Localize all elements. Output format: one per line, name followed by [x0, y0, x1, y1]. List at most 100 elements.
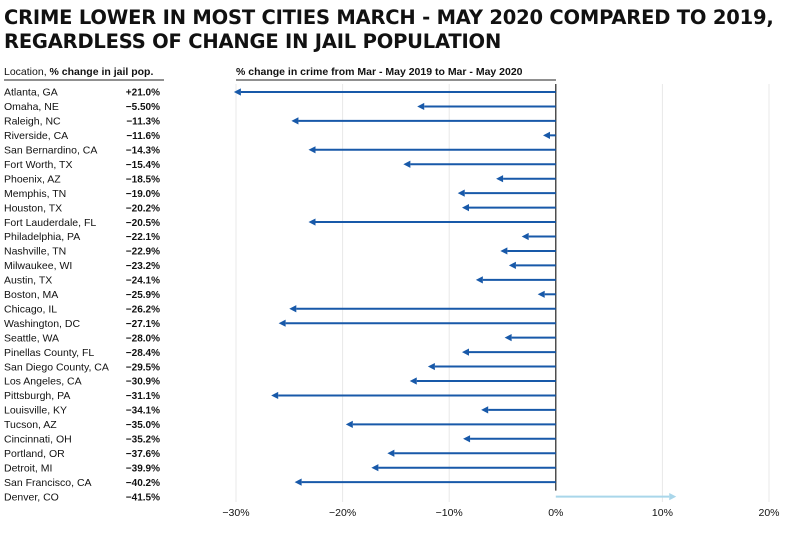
crime-arrow-head — [387, 449, 395, 457]
data-row: Houston, TX −20.2% — [4, 202, 556, 214]
gridlines — [235, 84, 770, 502]
row-location: Boston, MA — [4, 289, 58, 301]
crime-arrow-head — [521, 232, 529, 241]
table-header: Location, % change in jail pop. — [4, 66, 164, 81]
data-row: Chicago, IL −26.2% — [4, 303, 556, 315]
row-jail-change: −22.9% — [126, 247, 160, 258]
row-jail-change: −40.2% — [126, 478, 160, 489]
crime-arrow-head — [508, 261, 516, 269]
row-jail-change: −35.0% — [126, 420, 160, 431]
row-location: Chicago, IL — [4, 303, 57, 315]
crime-arrow-head — [233, 88, 241, 96]
row-location: Houston, TX — [4, 202, 62, 214]
crime-arrow-head — [371, 464, 379, 472]
crime-arrow-head — [475, 276, 483, 284]
data-row: Fort Worth, TX −15.4% — [4, 159, 556, 171]
row-location: Nashville, TN — [4, 246, 66, 258]
data-row: Cincinnati, OH −35.2% — [4, 434, 556, 446]
data-row: Milwaukee, WI −23.2% — [4, 260, 556, 272]
row-jail-change: −11.6% — [126, 131, 160, 142]
x-axis-label: % change in crime from Mar - May 2019 to… — [236, 66, 523, 78]
row-location: San Francisco, CA — [4, 477, 92, 489]
row-location: San Bernardino, CA — [4, 145, 97, 157]
row-jail-change: −31.1% — [126, 391, 160, 402]
row-jail-change: −22.1% — [126, 232, 160, 243]
row-jail-change: −41.5% — [126, 492, 160, 503]
crime-arrow-head — [481, 406, 489, 414]
crime-arrow-head — [403, 160, 411, 168]
row-location: Memphis, TN — [4, 188, 66, 200]
crime-arrow-head — [278, 319, 286, 327]
data-row: Omaha, NE −5.50% — [4, 101, 556, 113]
row-jail-change: −19.0% — [126, 189, 160, 200]
row-location: Philadelphia, PA — [4, 231, 80, 243]
row-location: Tucson, AZ — [4, 419, 57, 431]
crime-arrow-head — [461, 348, 469, 356]
row-jail-change: −34.1% — [126, 406, 160, 417]
row-jail-change: −25.9% — [126, 290, 160, 301]
data-row: Detroit, MI −39.9% — [4, 462, 556, 474]
crime-arrow-head — [294, 478, 302, 486]
crime-arrow-head — [500, 247, 508, 255]
chart-title-line-1: CRIME LOWER IN MOST CITIES MARCH - MAY 2… — [4, 6, 774, 29]
data-row: San Diego County, CA −29.5% — [4, 361, 556, 373]
row-jail-change: −20.2% — [126, 203, 160, 214]
row-jail-change: +21.0% — [126, 88, 160, 99]
crime-arrow-head — [289, 305, 297, 313]
crime-arrow-head — [496, 175, 504, 183]
x-axis-ticks: −30% −20% −10% 0% 10% 20% — [222, 507, 779, 519]
data-row: Denver, CO −41.5% — [4, 491, 677, 503]
data-row: Riverside, CA −11.6% — [4, 130, 556, 142]
data-row: Los Angeles, CA −30.9% — [4, 376, 556, 388]
data-row: San Francisco, CA −40.2% — [4, 477, 556, 489]
row-jail-change: −11.3% — [126, 117, 160, 128]
row-jail-change: −23.2% — [126, 261, 160, 272]
crime-arrow-head — [345, 420, 353, 428]
data-row: San Bernardino, CA −14.3% — [4, 145, 556, 157]
crime-arrow-head — [669, 493, 677, 501]
crime-arrow-head — [537, 290, 545, 298]
data-row: Raleigh, NC −11.3% — [4, 116, 556, 128]
data-row: Pinellas County, FL −28.4% — [4, 347, 556, 359]
crime-arrow-head — [308, 146, 316, 154]
jail-change-column-header: % change in jail pop. — [50, 66, 154, 78]
row-jail-change: −26.2% — [126, 304, 160, 315]
data-row: Portland, OR −37.6% — [4, 448, 556, 460]
row-location: Detroit, MI — [4, 462, 52, 474]
data-row: Seattle, WA −28.0% — [4, 332, 556, 344]
row-jail-change: −28.4% — [126, 348, 160, 359]
data-row: Austin, TX −24.1% — [4, 275, 556, 287]
row-jail-change: −18.5% — [126, 174, 160, 185]
x-tick-label: −30% — [222, 507, 249, 519]
row-jail-change: −37.6% — [126, 449, 160, 460]
data-row: Memphis, TN −19.0% — [4, 188, 556, 200]
data-rows: Atlanta, GA +21.0% Omaha, NE −5.50% Raleigh,… — [4, 87, 677, 503]
row-location: Denver, CO — [4, 491, 59, 503]
row-location: San Diego County, CA — [4, 361, 109, 373]
row-location: Riverside, CA — [4, 130, 68, 142]
crime-arrow-head — [271, 391, 279, 400]
chart-title-line-2: REGARDLESS OF CHANGE IN JAIL POPULATION — [4, 30, 502, 53]
data-row: Phoenix, AZ −18.5% — [4, 173, 556, 185]
crime-arrow-head — [457, 189, 465, 197]
data-row: Atlanta, GA +21.0% — [4, 87, 556, 99]
row-location: Seattle, WA — [4, 332, 59, 344]
row-jail-change: −14.3% — [126, 146, 160, 157]
row-location: Los Angeles, CA — [4, 376, 82, 388]
x-tick-label: 0% — [548, 507, 563, 519]
crime-axis-header: % change in crime from Mar - May 2019 to… — [236, 66, 556, 81]
row-jail-change: −20.5% — [126, 218, 160, 229]
data-row: Philadelphia, PA −22.1% — [4, 231, 556, 243]
row-jail-change: −27.1% — [126, 319, 160, 330]
crime-arrow-head — [308, 218, 316, 226]
row-location: Fort Lauderdale, FL — [4, 217, 96, 229]
data-row: Boston, MA −25.9% — [4, 289, 556, 301]
row-location: Raleigh, NC — [4, 116, 61, 128]
data-row: Tucson, AZ −35.0% — [4, 419, 556, 431]
x-tick-label: −20% — [329, 507, 356, 519]
x-tick-label: 10% — [652, 507, 673, 519]
crime-arrow-head — [427, 362, 435, 371]
row-jail-change: −24.1% — [126, 276, 160, 287]
data-row: Washington, DC −27.1% — [4, 318, 556, 330]
